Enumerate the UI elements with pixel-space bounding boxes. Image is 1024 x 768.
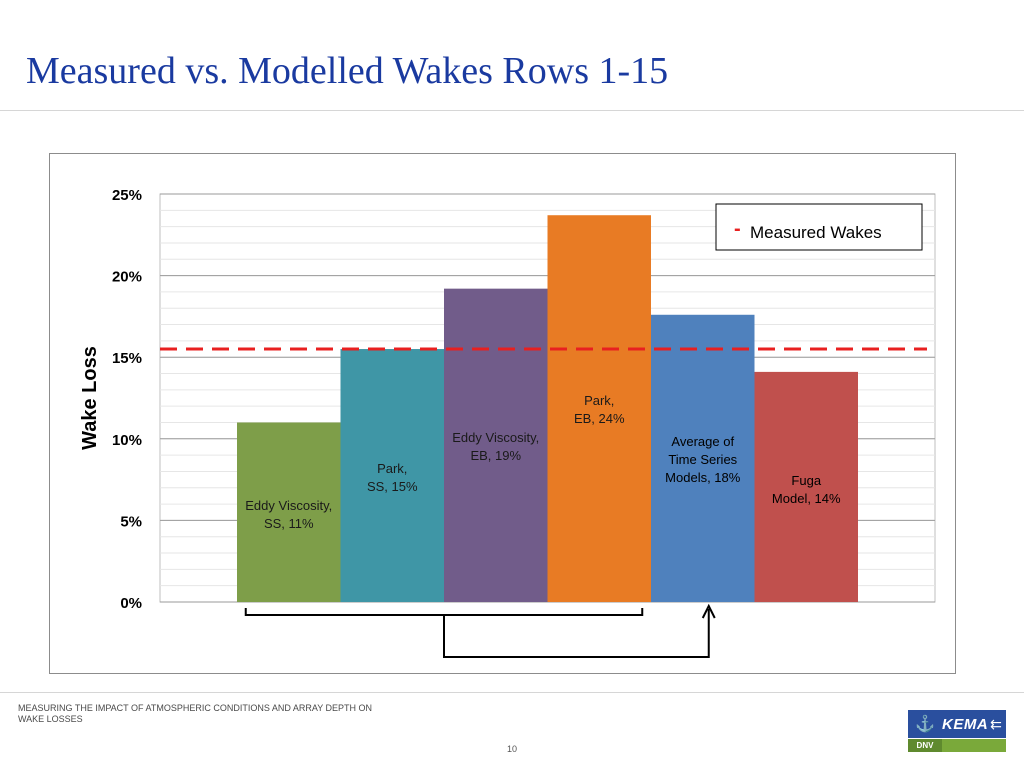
bar-data-label-line: Park, — [584, 393, 614, 408]
bar-data-label-line: Time Series — [668, 452, 737, 467]
y-tick-label: 5% — [120, 513, 142, 530]
logo-banner: ⚓ KEMA ⇇ — [908, 710, 1006, 738]
logo-arrow-icon: ⇇ — [990, 715, 1002, 732]
bar-data-label-line: EB, 19% — [470, 448, 521, 463]
slide-title: Measured vs. Modelled Wakes Rows 1-15 — [26, 50, 669, 92]
bar-data-label-line: SS, 11% — [264, 516, 314, 531]
wake-loss-chart: 0% 5% 10% 15% 20% 25% Wake Loss Eddy Viscosity,… — [79, 187, 936, 658]
y-tick-label: 25% — [112, 187, 142, 204]
y-tick-label: 0% — [120, 595, 142, 612]
bar-data-label: Park, EB, 24% — [574, 393, 625, 426]
y-axis-label: Wake Loss — [79, 346, 101, 450]
bar-data-label-line: Fuga — [791, 473, 821, 488]
bar-data-label: Eddy Viscosity, SS, 11% — [245, 498, 332, 531]
bar-data-label: Average of Time Series Models, 18% — [665, 434, 741, 485]
page-number: 10 — [506, 744, 517, 754]
footer-text: MEASURING THE IMPACT OF ATMOSPHERIC COND… — [18, 703, 373, 724]
bar — [340, 349, 444, 602]
logo-dnv: DNV — [908, 739, 942, 752]
bar-data-label-line: Eddy Viscosity, — [452, 430, 539, 445]
legend-box — [715, 203, 923, 251]
title-divider — [0, 110, 1024, 111]
y-tick-label: 15% — [112, 350, 142, 367]
bar-data-label-line: SS, 15% — [367, 479, 418, 494]
y-tick-label: 20% — [112, 269, 142, 286]
bar-data-label: Park, SS, 15% — [367, 461, 418, 494]
bar-data-label-line: Eddy Viscosity, — [245, 498, 332, 513]
bracket — [244, 608, 644, 616]
bar-data-label: Fuga Model, 14% — [772, 473, 841, 506]
chart-frame: 0% 5% 10% 15% 20% 25% Wake Loss Eddy Viscosity,… — [49, 153, 956, 674]
bar-data-label-line: Park, — [377, 461, 407, 476]
bar — [237, 422, 341, 602]
logo-strip: DNV — [908, 739, 1006, 752]
bar-data-label-line: EB, 24% — [574, 411, 625, 426]
bar — [754, 371, 858, 602]
bar-data-label-line: Models, 18% — [665, 470, 741, 485]
bar — [444, 288, 548, 602]
legend-label: Measured Wakes — [750, 223, 882, 242]
bar-data-label: Eddy Viscosity, EB, 19% — [452, 430, 539, 463]
logo-wordmark: KEMA — [942, 715, 989, 733]
footer-divider — [0, 692, 1024, 693]
legend-marker: - — [734, 218, 741, 240]
bracket-connector — [443, 609, 710, 658]
bar-data-label-line: Average of — [671, 434, 734, 449]
kema-dnv-logo: ⚓ KEMA ⇇ DNV — [908, 710, 1006, 752]
logo-green-strip — [942, 739, 1006, 752]
bar — [651, 314, 755, 602]
y-tick-label: 10% — [112, 432, 142, 449]
bar — [547, 215, 651, 602]
bar-data-label-line: Model, 14% — [772, 491, 841, 506]
logo-emblem-icon: ⚓ — [915, 716, 935, 733]
arrow-head-icon — [701, 603, 716, 619]
